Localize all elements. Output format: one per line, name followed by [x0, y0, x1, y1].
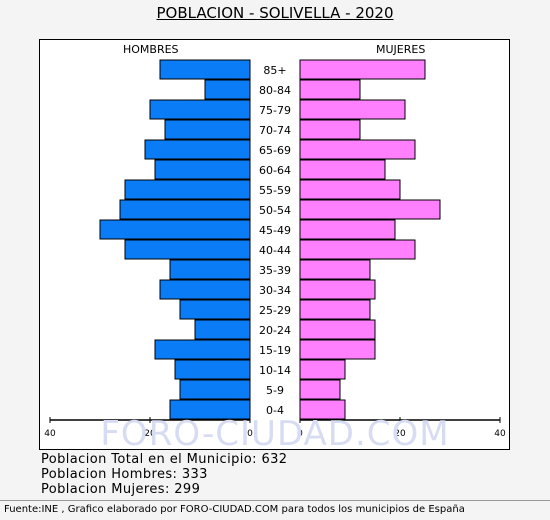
tick-left-40: 40 — [44, 429, 56, 439]
bar-mujeres-70-74 — [299, 119, 361, 140]
summary-mujeres: Poblacion Mujeres: 299 — [41, 482, 201, 497]
age-label: 10-14 — [259, 364, 291, 377]
bar-hombres-20-24 — [194, 319, 251, 340]
bar-mujeres-15-19 — [299, 339, 376, 360]
age-label: 70-74 — [259, 124, 291, 137]
bar-hombres-45-49 — [99, 219, 251, 240]
panel-label-hombres: HOMBRES — [123, 43, 179, 56]
age-label: 0-4 — [266, 404, 284, 417]
age-label: 30-34 — [259, 284, 291, 297]
bar-hombres-50-54 — [119, 199, 251, 220]
bars-layer — [99, 59, 441, 420]
tick-left-20: 20 — [144, 429, 156, 439]
bar-hombres-30-34 — [159, 279, 251, 300]
bar-hombres-65-69 — [144, 139, 251, 160]
bar-hombres-25-29 — [179, 299, 251, 320]
tick-right-20: 20 — [394, 429, 406, 439]
bar-mujeres-45-49 — [299, 219, 396, 240]
age-label: 25-29 — [259, 304, 291, 317]
bar-mujeres-55-59 — [299, 179, 401, 200]
summary-total: Poblacion Total en el Municipio: 632 — [41, 452, 288, 467]
chart-title: POBLACION - SOLIVELLA - 2020 — [156, 4, 394, 22]
age-label: 80-84 — [259, 84, 291, 97]
bar-mujeres-85+ — [299, 59, 426, 80]
bar-mujeres-30-34 — [299, 279, 376, 300]
source-divider — [0, 500, 550, 501]
chart-frame — [39, 39, 510, 450]
age-label: 55-59 — [259, 184, 291, 197]
age-label: 35-39 — [259, 264, 291, 277]
tick-right-40: 40 — [494, 429, 506, 439]
bar-hombres-35-39 — [169, 259, 251, 280]
bar-mujeres-40-44 — [299, 239, 416, 260]
age-label: 50-54 — [259, 204, 291, 217]
panel-label-mujeres: MUJERES — [376, 43, 426, 56]
bar-hombres-60-64 — [154, 159, 251, 180]
bar-hombres-55-59 — [124, 179, 251, 200]
bar-mujeres-50-54 — [299, 199, 441, 220]
age-label: 60-64 — [259, 164, 291, 177]
tick-right-0: 0 — [297, 429, 303, 439]
bar-hombres-10-14 — [174, 359, 251, 380]
bar-mujeres-60-64 — [299, 159, 386, 180]
age-label: 20-24 — [259, 324, 291, 337]
summary-hombres: Poblacion Hombres: 333 — [41, 467, 208, 482]
age-label: 40-44 — [259, 244, 291, 257]
bar-hombres-80-84 — [204, 79, 251, 100]
bar-mujeres-25-29 — [299, 299, 371, 320]
age-label: 15-19 — [259, 344, 291, 357]
bar-mujeres-35-39 — [299, 259, 371, 280]
tick-left-0: 0 — [247, 429, 253, 439]
bar-hombres-15-19 — [154, 339, 251, 360]
age-label: 75-79 — [259, 104, 291, 117]
source-note: Fuente:INE , Grafico elaborado por FORO-… — [4, 504, 465, 515]
bar-mujeres-5-9 — [299, 379, 341, 400]
bar-mujeres-0-4 — [299, 399, 346, 420]
bar-hombres-85+ — [159, 59, 251, 80]
age-label: 65-69 — [259, 144, 291, 157]
bar-hombres-5-9 — [179, 379, 251, 400]
bar-hombres-70-74 — [164, 119, 251, 140]
bar-mujeres-65-69 — [299, 139, 416, 160]
bar-hombres-75-79 — [149, 99, 251, 120]
age-labels-layer: 85+ 80-84 75-79 70-74 65-69 60-64 55-59 50-54 45… — [259, 64, 291, 417]
bar-mujeres-80-84 — [299, 79, 361, 100]
bar-mujeres-20-24 — [299, 319, 376, 340]
age-label: 5-9 — [266, 384, 284, 397]
bar-mujeres-10-14 — [299, 359, 346, 380]
age-label: 45-49 — [259, 224, 291, 237]
axis-layer: 40 20 0 0 20 40 — [44, 417, 506, 439]
age-label: 85+ — [263, 64, 286, 77]
bar-hombres-0-4 — [169, 399, 251, 420]
bar-mujeres-75-79 — [299, 99, 406, 120]
bar-hombres-40-44 — [124, 239, 251, 260]
